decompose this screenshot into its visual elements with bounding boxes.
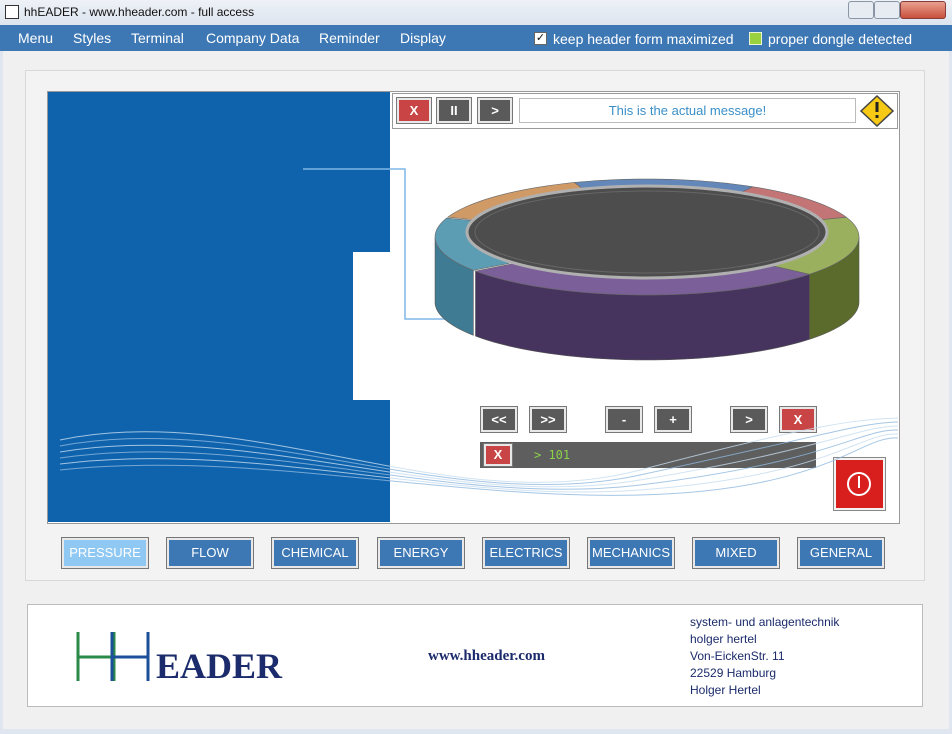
- address-line: Holger Hertel: [690, 683, 761, 697]
- disc-inner-rim: [474, 190, 820, 274]
- menu-bar: [0, 25, 952, 51]
- wave: [59, 433, 899, 493]
- menu-item[interactable]: Terminal: [131, 30, 184, 46]
- warning-dot: [875, 115, 879, 118]
- option-label[interactable]: keep header form maximized: [553, 31, 734, 47]
- control-button[interactable]: <<: [480, 406, 518, 433]
- side-panel: [48, 92, 390, 522]
- minimize-button[interactable]: [848, 1, 874, 19]
- wave: [59, 437, 899, 496]
- toolbar-button[interactable]: II: [436, 97, 472, 124]
- tab-button[interactable]: ENERGY: [377, 537, 465, 569]
- address-line: Von-EickenStr. 11: [690, 649, 785, 663]
- wave: [59, 421, 899, 486]
- control-button[interactable]: >: [730, 406, 768, 433]
- app-icon: [5, 5, 19, 19]
- tab-button[interactable]: MIXED: [692, 537, 780, 569]
- console-output: > 101: [534, 448, 571, 462]
- footer-panel: [27, 604, 923, 707]
- title-bar: [0, 0, 952, 25]
- address-line: system- und anlagentechnik: [690, 615, 840, 629]
- menu-item[interactable]: Menu: [18, 30, 54, 46]
- control-button[interactable]: -: [605, 406, 643, 433]
- checkbox[interactable]: ✓: [534, 32, 547, 45]
- tab-button[interactable]: ELECTRICS: [482, 537, 570, 569]
- wave: [59, 429, 899, 490]
- toolbar-button[interactable]: >: [477, 97, 513, 124]
- wave: [59, 425, 899, 488]
- status-label: proper dongle detected: [768, 31, 912, 47]
- warning-mark: [875, 102, 879, 112]
- control-button[interactable]: >>: [529, 406, 567, 433]
- close-button[interactable]: [900, 1, 946, 19]
- disc-inner: [465, 184, 829, 280]
- menu-item[interactable]: Display: [400, 30, 446, 46]
- toolbar-button[interactable]: X: [396, 97, 432, 124]
- menu-item[interactable]: Reminder: [319, 30, 380, 46]
- status-indicator: [749, 32, 762, 45]
- power-icon: [847, 472, 871, 496]
- tab-button[interactable]: PRESSURE: [61, 537, 149, 569]
- tab-button[interactable]: CHEMICAL: [271, 537, 359, 569]
- window-title: hhEADER - www.hheader.com - full access: [24, 5, 255, 19]
- address-line: holger hertel: [690, 632, 757, 646]
- console-button[interactable]: X: [483, 443, 513, 467]
- maximize-button[interactable]: [874, 1, 900, 19]
- address-line: 22529 Hamburg: [690, 666, 777, 680]
- message-box: This is the actual message!: [519, 98, 856, 123]
- tab-button[interactable]: GENERAL: [797, 537, 885, 569]
- tab-button[interactable]: FLOW: [166, 537, 254, 569]
- connector: [303, 168, 452, 320]
- menu-item[interactable]: Styles: [73, 30, 112, 46]
- website[interactable]: www.hheader.com: [428, 648, 545, 664]
- menu-item[interactable]: Company Data: [206, 30, 300, 46]
- logo-text: EADER: [156, 646, 283, 686]
- tab-button[interactable]: MECHANICS: [587, 537, 675, 569]
- console: [480, 442, 816, 468]
- wave: [59, 417, 899, 483]
- toolbar: [392, 93, 898, 129]
- control-button[interactable]: +: [654, 406, 692, 433]
